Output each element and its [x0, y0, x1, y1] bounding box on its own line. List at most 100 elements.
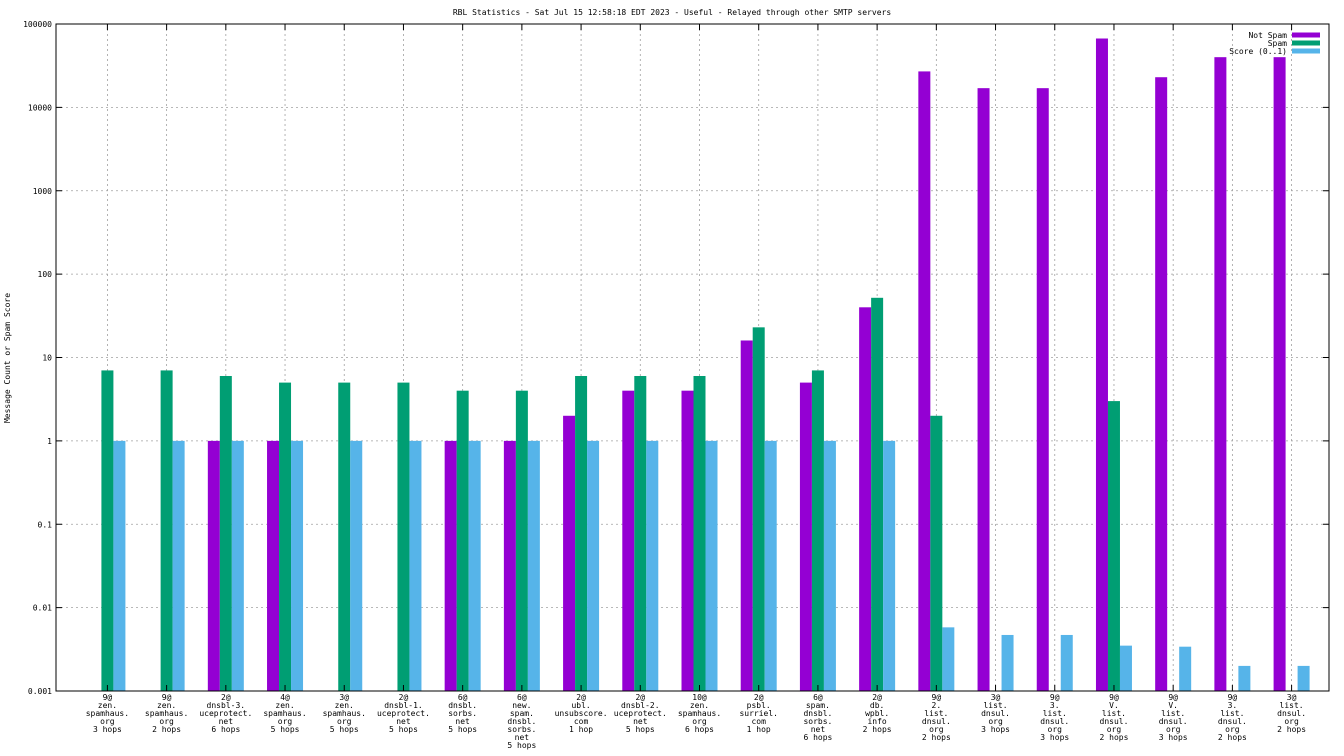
- bar-spam: [338, 382, 351, 691]
- bar-not-spam: [503, 440, 516, 691]
- x-tick-label-line: zen.: [157, 701, 176, 710]
- x-tick-label-line: spam.: [510, 709, 534, 718]
- bar-spam: [634, 375, 647, 691]
- x-tick-label-line: psbl.: [747, 701, 771, 710]
- y-tick-labels: 0.001 0.01 0.1 1 10 100 1000 10000 100000: [23, 20, 1329, 696]
- y-tick-label: 10: [42, 354, 52, 363]
- x-tick-label-line: new.: [512, 701, 531, 710]
- x-tick-label-line: db.: [870, 701, 884, 710]
- x-tick-label: 6@ new. spam. dnsbl. sorbs. net 5 hops: [507, 693, 536, 750]
- bar-spam: [515, 390, 528, 691]
- x-tick-label-line: 9@: [103, 693, 113, 702]
- bar-score-0-1: [1060, 634, 1073, 691]
- x-tick-label-line: dnsbl.: [448, 701, 477, 710]
- x-tick-label: 2@ dnsbl-3. uceprotect. net 6 hops: [199, 693, 252, 734]
- x-tick-label-line: net: [455, 717, 470, 726]
- bar-not-spam: [918, 71, 931, 692]
- x-tick-label: 6@ spam. dnsbl. sorbs. net 6 hops: [803, 693, 832, 742]
- x-tick-label-line: com: [574, 717, 589, 726]
- x-tick-label-line: 5 hops: [271, 725, 300, 734]
- x-tick-label-line: list.: [1280, 701, 1304, 710]
- bar-spam: [1107, 401, 1120, 691]
- bar-not-spam: [1273, 57, 1286, 692]
- x-tick-label: 9@ 3. list. dnsul. org 2 hops: [1218, 693, 1247, 742]
- x-tick-label-line: 2.: [932, 701, 942, 710]
- bar-not-spam: [622, 390, 635, 691]
- y-tick-label: 0.1: [38, 520, 53, 529]
- bar-spam: [160, 370, 173, 691]
- x-tick-label: 9@ zen. spamhaus. org 2 hops: [145, 693, 188, 734]
- x-tick-label: 3@ list. dnsul. org 2 hops: [1277, 693, 1306, 734]
- bar-score-0-1: [587, 440, 600, 691]
- x-tick-label-line: 6 hops: [211, 725, 240, 734]
- bar-score-0-1: [468, 440, 481, 691]
- x-tick-label-line: 5 hops: [507, 741, 536, 750]
- x-tick-label-line: V.: [1109, 701, 1119, 710]
- bar-not-spam: [444, 440, 457, 691]
- x-tick-label-line: 6 hops: [685, 725, 714, 734]
- bar-spam: [279, 382, 292, 691]
- bar-spam: [101, 370, 114, 691]
- x-tick-label-line: V.: [1168, 701, 1178, 710]
- x-tick-label: 9@ 2. list. dnsul. org 2 hops: [922, 693, 951, 742]
- x-tick-label: 4@ zen. spamhaus. org 5 hops: [263, 693, 306, 734]
- bar-spam: [930, 415, 943, 691]
- x-tick-label-line: spamhaus.: [86, 709, 129, 718]
- x-tick-label-line: org: [692, 717, 707, 726]
- x-tick-label-line: 5 hops: [626, 725, 655, 734]
- x-tick-label: 9@ 3. list. dnsul. org 3 hops: [1040, 693, 1069, 742]
- chart-title: RBL Statistics - Sat Jul 15 12:58:18 EDT…: [453, 8, 891, 17]
- x-tick-label-line: 6@: [813, 693, 823, 702]
- bar-score-0-1: [527, 440, 540, 691]
- x-tick-label-line: list.: [1220, 709, 1244, 718]
- bar-score-0-1: [1238, 665, 1251, 691]
- x-tick-label-line: 4@: [280, 693, 290, 702]
- x-tick-label-line: 2 hops: [1100, 733, 1129, 742]
- x-tick-label-line: dnsbl.: [507, 717, 536, 726]
- bar-score-0-1: [113, 440, 126, 691]
- bar-spam: [693, 375, 706, 691]
- x-tick-label-line: dnsbl-2.: [621, 701, 660, 710]
- y-tick-label: 100: [38, 270, 53, 279]
- x-tick-label: 6@ dnsbl. sorbs. net 5 hops: [448, 693, 477, 734]
- x-tick-label-line: dnsul.: [922, 717, 951, 726]
- x-tick-label-line: 2@: [221, 693, 231, 702]
- x-tick-label-line: org: [278, 717, 293, 726]
- bar-not-spam: [267, 440, 280, 691]
- x-tick-label-line: 6@: [517, 693, 527, 702]
- bar-spam: [397, 382, 410, 691]
- x-tick-label-line: list.: [924, 709, 948, 718]
- x-tick-label-line: list.: [1161, 709, 1185, 718]
- bar-score-0-1: [231, 440, 244, 691]
- x-tick-label-line: 1 hop: [569, 725, 593, 734]
- x-tick-label-line: org: [1166, 725, 1181, 734]
- x-tick-label-line: 3.: [1050, 701, 1060, 710]
- x-tick-label-line: 6 hops: [803, 733, 832, 742]
- x-tick-label-line: 2 hops: [1218, 733, 1247, 742]
- x-tick-label-line: com: [751, 717, 766, 726]
- bar-score-0-1: [409, 440, 422, 691]
- x-tick-label: 3@ list. dnsul. org 3 hops: [981, 693, 1010, 734]
- x-tick-label-line: spamhaus.: [678, 709, 721, 718]
- x-tick-label-line: 9@: [1050, 693, 1060, 702]
- x-tick-label-line: spamhaus.: [145, 709, 188, 718]
- x-tick-label-line: 5 hops: [389, 725, 418, 734]
- bar-score-0-1: [172, 440, 185, 691]
- x-tick-label-line: 2 hops: [1277, 725, 1306, 734]
- x-tick-label-line: org: [929, 725, 944, 734]
- x-tick-label-line: dnsul.: [1100, 717, 1129, 726]
- bar-spam: [752, 327, 765, 691]
- x-tick-label-line: list.: [1043, 709, 1067, 718]
- x-tick-label-line: spamhaus.: [323, 709, 366, 718]
- x-tick-label-line: 2@: [754, 693, 764, 702]
- x-tick-label-line: wpbl.: [865, 709, 889, 718]
- bar-not-spam: [563, 415, 576, 691]
- x-tick-label-line: 2 hops: [922, 733, 951, 742]
- bar-score-0-1: [1297, 665, 1310, 691]
- x-tick-label-line: 3 hops: [1159, 733, 1188, 742]
- x-tick-label: 2@ dnsbl-1. uceprotect. net 5 hops: [377, 693, 430, 734]
- legend-label: Score (0..1): [1229, 47, 1287, 56]
- x-tick-label-line: zen.: [690, 701, 709, 710]
- x-tick-label-line: 1 hop: [747, 725, 771, 734]
